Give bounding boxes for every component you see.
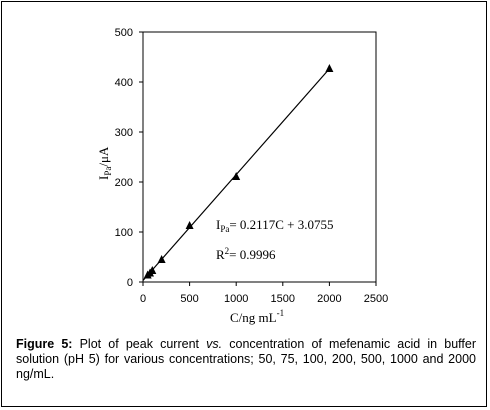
- caption-text-2: concentration of mefenamic acid in buffe…: [16, 337, 476, 381]
- x-axis-label-sup: -1: [277, 308, 285, 318]
- x-tick-label: 1500: [271, 293, 295, 305]
- r2-lhs: R: [216, 247, 225, 262]
- x-tick-label: 2500: [364, 293, 388, 305]
- x-tick-label: 500: [180, 293, 198, 305]
- r2-sup: 2: [225, 246, 230, 256]
- r2-rhs: = 0.9996: [229, 247, 276, 262]
- equation-lhs-sub: Pa: [220, 224, 229, 234]
- caption-italic: vs.: [206, 337, 223, 351]
- y-tick-label: 500: [115, 27, 133, 39]
- y-axis-label-sub: Pa: [103, 167, 113, 176]
- x-tick-label: 1000: [224, 293, 248, 305]
- r2-annotation: R2= 0.9996: [216, 246, 276, 262]
- x-axis-label: C/ng mL-1: [230, 308, 284, 325]
- data-point-triangle: [232, 172, 241, 180]
- figure-caption: Figure 5: Plot of peak current vs. conce…: [16, 337, 476, 382]
- data-points: [143, 64, 334, 279]
- x-tick-label: 0: [140, 293, 146, 305]
- y-axis-label-main: I: [96, 176, 111, 180]
- y-axis-label-rest: /μA: [96, 146, 111, 167]
- y-tick-label: 100: [115, 227, 133, 239]
- equation-rhs: = 0.2117C + 3.0755: [229, 217, 333, 232]
- caption-label: Figure 5:: [16, 337, 73, 351]
- x-axis-label-main: C/ng mL: [230, 310, 277, 325]
- y-tick-label: 400: [115, 77, 133, 89]
- plot-area-border: [142, 31, 377, 283]
- equation-annotation: IPa= 0.2117C + 3.0755: [216, 217, 333, 234]
- data-point-triangle: [148, 266, 157, 274]
- caption-text-1: Plot of peak current: [72, 337, 207, 351]
- axes: 0 500 1000 1500 2000 2500 0 100 200 300 400 500: [115, 27, 389, 305]
- y-axis-label: IPa/μA: [96, 146, 113, 180]
- data-point-triangle: [325, 64, 334, 72]
- equation-lhs: I: [216, 217, 220, 232]
- y-tick-label: 300: [115, 127, 133, 139]
- y-tick-label: 0: [127, 277, 133, 289]
- data-point-triangle: [185, 221, 194, 229]
- x-tick-label: 2000: [317, 293, 341, 305]
- data-point-triangle: [157, 255, 166, 263]
- y-tick-label: 200: [115, 177, 133, 189]
